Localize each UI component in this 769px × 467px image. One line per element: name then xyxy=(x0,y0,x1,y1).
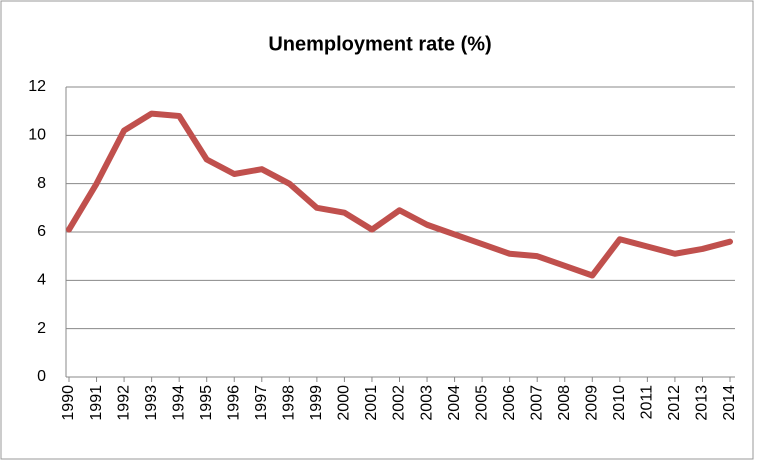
x-tick-label: 2011 xyxy=(639,385,656,420)
x-tick-label: 1996 xyxy=(225,385,242,421)
x-tick-label: 2014 xyxy=(721,385,738,421)
x-tick-label: 2001 xyxy=(363,385,380,421)
x-tick-label: 2004 xyxy=(446,385,463,421)
x-tick-label: 2006 xyxy=(501,385,518,421)
x-tick-label: 1999 xyxy=(308,385,325,421)
x-tick-label: 1991 xyxy=(88,385,105,421)
data-line xyxy=(66,110,733,279)
chart-frame xyxy=(0,0,754,460)
y-tick-label: 10 xyxy=(28,127,46,144)
x-tick-label: 1994 xyxy=(170,385,187,421)
y-tick-label: 6 xyxy=(37,223,46,240)
y-tick-label: 0 xyxy=(37,368,46,385)
x-tick-label: 2009 xyxy=(584,385,601,421)
x-tick-label: 1997 xyxy=(253,385,270,421)
x-tick-label: 2005 xyxy=(473,385,490,421)
x-tick-label: 2007 xyxy=(528,385,545,421)
y-tick-label: 2 xyxy=(37,320,46,337)
x-tick-label: 2013 xyxy=(694,385,711,421)
x-tick-label: 2012 xyxy=(666,385,683,421)
y-tick-label: 4 xyxy=(37,272,46,289)
x-tick-label: 1995 xyxy=(198,385,215,421)
y-tick-label: 12 xyxy=(28,78,46,95)
x-tick-label: 2003 xyxy=(418,385,435,421)
x-tick-label: 2002 xyxy=(391,385,408,421)
x-tick-label: 2000 xyxy=(336,385,353,421)
x-tick-label: 1998 xyxy=(281,385,298,421)
x-tick-label: 2008 xyxy=(556,385,573,421)
chart-title: Unemployment rate (%) xyxy=(268,33,491,55)
x-tick-label: 1993 xyxy=(143,385,160,421)
x-tick-label: 2010 xyxy=(611,385,628,421)
x-tick-label: 1992 xyxy=(115,385,132,421)
y-tick-label: 8 xyxy=(37,175,46,192)
x-tick-label: 1990 xyxy=(60,385,77,421)
